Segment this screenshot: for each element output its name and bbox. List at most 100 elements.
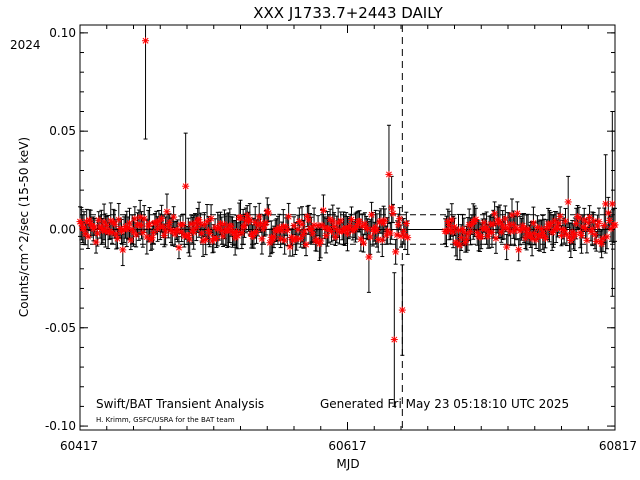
- data-point: [290, 222, 298, 230]
- data-markers: [76, 37, 619, 344]
- data-point: [366, 233, 374, 241]
- data-point: [305, 216, 313, 224]
- data-point: [606, 216, 614, 224]
- x-tick-label: 60617: [328, 439, 366, 453]
- data-point: [203, 218, 211, 226]
- data-point: [255, 213, 263, 221]
- data-point: [92, 238, 100, 246]
- data-point: [170, 213, 178, 221]
- data-point: [524, 225, 532, 233]
- data-point: [512, 224, 520, 232]
- data-point: [93, 229, 101, 237]
- data-point: [598, 240, 606, 248]
- data-point: [368, 211, 376, 219]
- data-point: [582, 225, 590, 233]
- data-point: [402, 220, 410, 228]
- data-point: [327, 228, 335, 236]
- data-point: [392, 248, 400, 256]
- data-point: [219, 232, 227, 240]
- data-point: [503, 243, 511, 251]
- data-point: [163, 208, 171, 216]
- data-point: [400, 227, 408, 235]
- data-point: [132, 231, 140, 239]
- data-point: [140, 215, 148, 223]
- data-point: [364, 225, 372, 233]
- data-point: [301, 227, 309, 235]
- data-point: [562, 217, 570, 225]
- data-point: [389, 209, 397, 217]
- data-point: [580, 216, 588, 224]
- data-point: [608, 200, 616, 208]
- axis-ticks: -0.10 -0.05 0.00 0.05 0.10 60417 60617 60817: [45, 25, 637, 453]
- data-point: [491, 210, 499, 218]
- data-point: [357, 235, 365, 243]
- data-point: [322, 232, 330, 240]
- data-point: [396, 215, 404, 223]
- data-point: [253, 228, 261, 236]
- data-point: [186, 235, 194, 243]
- data-point: [575, 214, 583, 222]
- data-point: [198, 229, 206, 237]
- data-point: [238, 229, 246, 237]
- data-point: [212, 235, 220, 243]
- data-point: [386, 229, 394, 237]
- data-point: [595, 218, 603, 226]
- y-tick-label: 0.10: [49, 26, 76, 40]
- data-point: [604, 209, 612, 217]
- data-point: [138, 221, 146, 229]
- data-point: [380, 219, 388, 227]
- data-point: [378, 236, 386, 244]
- data-point: [556, 212, 564, 220]
- data-point: [103, 222, 111, 230]
- data-point: [166, 218, 174, 226]
- data-point: [206, 230, 214, 238]
- data-point: [394, 221, 402, 229]
- year-label: 2024: [10, 38, 41, 52]
- data-point: [560, 227, 568, 235]
- data-point: [449, 228, 457, 236]
- data-point: [515, 246, 523, 254]
- data-point: [143, 233, 151, 241]
- data-point: [178, 228, 186, 236]
- data-point: [600, 221, 608, 229]
- data-point: [329, 217, 337, 225]
- data-point: [578, 232, 586, 240]
- data-point: [337, 217, 345, 225]
- data-point: [146, 220, 154, 228]
- data-point: [283, 226, 291, 234]
- data-point: [456, 241, 464, 249]
- data-point: [317, 237, 325, 245]
- data-point: [80, 224, 88, 232]
- data-point: [531, 229, 539, 237]
- data-point: [457, 234, 465, 242]
- error-bars: [78, 24, 617, 407]
- data-point: [373, 226, 381, 234]
- data-point: [207, 215, 215, 223]
- data-point: [521, 234, 529, 242]
- x-axis-title: MJD: [336, 457, 359, 471]
- data-point: [571, 230, 579, 238]
- data-point: [590, 217, 598, 225]
- data-point: [513, 209, 521, 217]
- data-point: [190, 228, 198, 236]
- data-point: [583, 236, 591, 244]
- data-point: [501, 215, 509, 223]
- chart-title: XXX J1733.7+2443 DAILY: [253, 4, 443, 22]
- data-point: [270, 233, 278, 241]
- data-point: [125, 219, 133, 227]
- data-point: [294, 226, 302, 234]
- data-point: [331, 233, 339, 241]
- data-point: [547, 219, 555, 227]
- data-point: [385, 170, 393, 178]
- data-point: [148, 234, 156, 242]
- data-point: [246, 215, 254, 223]
- data-point: [549, 227, 557, 235]
- data-point: [262, 219, 270, 227]
- data-point: [492, 234, 500, 242]
- data-point: [348, 215, 356, 223]
- footer-left-note: Swift/BAT Transient Analysis: [96, 397, 264, 411]
- data-point: [360, 239, 368, 247]
- data-point: [488, 228, 496, 236]
- data-point: [588, 225, 596, 233]
